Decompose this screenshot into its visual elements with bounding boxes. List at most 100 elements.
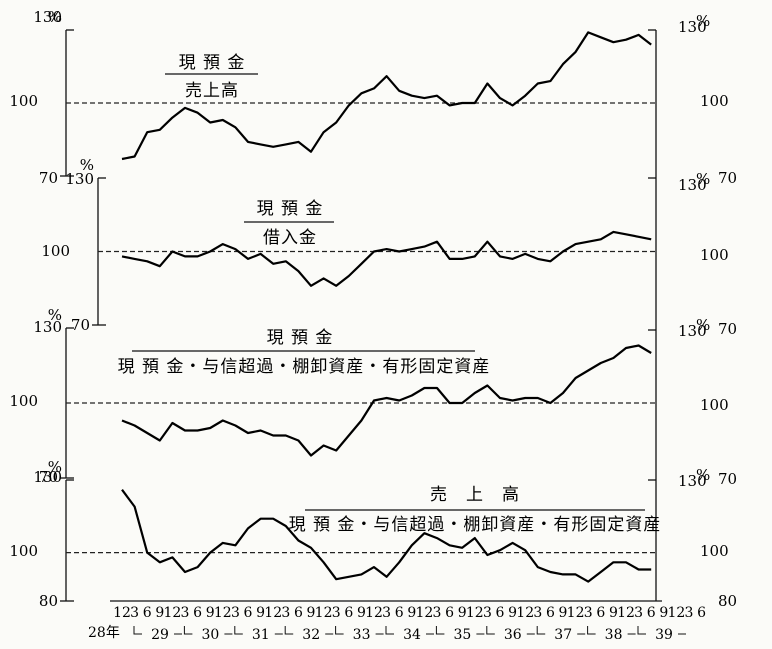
y-tick-label: 130 [33, 318, 62, 336]
x-tick-label: 3 [685, 605, 694, 621]
panel-title-denominator: 現 預 金・与信超過・棚卸資産・有形固定資産 [289, 515, 662, 535]
y-tick-label: 130 [33, 8, 62, 26]
x-tick-label: 3 [533, 605, 542, 621]
year-label: 30 [201, 627, 219, 643]
unit-label: % [48, 458, 62, 476]
series-line-p2 [121, 230, 652, 287]
x-tick-label: 6 [244, 605, 253, 621]
year-label: 36 [504, 627, 522, 643]
panel-title-denominator: 借入金 [263, 228, 317, 248]
y-tick-label: 70 [718, 320, 737, 338]
x-tick-label: 6 [496, 605, 505, 621]
x-tick-label: 9 [155, 605, 164, 621]
year-label: 32 [302, 627, 320, 643]
unit-label: % [48, 8, 62, 26]
year-label: 35 [453, 627, 471, 643]
x-tick-label: 3 [584, 605, 593, 621]
y-tick-label: 130 [678, 322, 707, 340]
y-tick-label: 100 [700, 396, 729, 414]
x-tick-label: 9 [458, 605, 467, 621]
y-tick-label: 100 [700, 542, 729, 560]
y-tick-label: 70 [39, 468, 58, 486]
year-label: 37 [554, 627, 572, 643]
series-line-p4 [121, 489, 652, 583]
x-tick-label: 6 [596, 605, 605, 621]
x-tick-label: 3 [433, 605, 442, 621]
x-tick-label: 12 [365, 605, 383, 621]
year-bracket [234, 626, 243, 635]
x-tick-label: 6 [193, 605, 202, 621]
x-tick-label: 6 [395, 605, 404, 621]
x-tick-label: 3 [181, 605, 190, 621]
x-tick-label: 6 [697, 605, 706, 621]
year-bracket [637, 626, 646, 635]
x-tick-label: 3 [281, 605, 290, 621]
year-label: 39 [655, 627, 673, 643]
y-tick-label: 100 [700, 92, 729, 110]
unit-label: % [696, 316, 710, 334]
panel-title-numerator: 売 上 高 [430, 485, 520, 505]
year-bracket [133, 626, 142, 635]
panel-title-numerator: 現 預 金 [179, 53, 246, 73]
x-tick-label: 3 [332, 605, 341, 621]
y-tick-label: 80 [718, 592, 737, 610]
year-bracket [385, 626, 394, 635]
x-tick-label: 9 [659, 605, 668, 621]
y-tick-label: 130 [678, 176, 707, 194]
year-label: 33 [353, 627, 371, 643]
x-tick-label: 12 [567, 605, 585, 621]
x-tick-label: 12 [617, 605, 635, 621]
unit-label: % [80, 156, 94, 174]
year-label: 38 [605, 627, 623, 643]
x-tick-label: 6 [546, 605, 555, 621]
y-tick-label: 70 [718, 169, 737, 187]
x-tick-label: 6 [344, 605, 353, 621]
panel-title-numerator: 現 預 金 [267, 328, 334, 348]
year-bracket [183, 626, 193, 635]
year-label: 34 [403, 627, 421, 643]
year-bracket [284, 626, 294, 635]
x-tick-label: 9 [256, 605, 265, 621]
year-bracket [587, 626, 596, 635]
y-tick-label: 100 [41, 242, 70, 260]
y-tick-label: 100 [9, 92, 38, 110]
x-tick-label: 12 [667, 605, 685, 621]
x-tick-label: 12 [415, 605, 433, 621]
x-tick-label: 12 [466, 605, 484, 621]
x-tick-label: 3 [130, 605, 139, 621]
x-tick-label: 9 [307, 605, 316, 621]
panel-title-denominator: 売上高 [185, 81, 239, 101]
x-tick-label: 3 [483, 605, 492, 621]
y-tick-label: 100 [700, 246, 729, 264]
x-tick-label: 12 [264, 605, 282, 621]
x-tick-label: 9 [508, 605, 517, 621]
x-tick-label: 6 [294, 605, 303, 621]
panel-title-denominator: 現 預 金・与信超過・棚卸資産・有形固定資産 [118, 357, 491, 377]
y-tick-label: 70 [39, 169, 58, 187]
x-tick-label: 9 [407, 605, 416, 621]
x-tick-label: 9 [559, 605, 568, 621]
y-tick-label: 130 [33, 468, 62, 486]
x-tick-label: 12 [516, 605, 534, 621]
y-tick-label: 80 [39, 592, 58, 610]
year-label: 31 [252, 627, 270, 643]
year-bracket [435, 626, 445, 635]
year-bracket [536, 626, 546, 635]
y-tick-label: 70 [718, 470, 737, 488]
year-label: 29 [151, 627, 169, 643]
y-tick-label: 130 [678, 472, 707, 490]
unit-label: % [48, 306, 62, 324]
x-tick-label: 12 [315, 605, 333, 621]
y-tick-label: 130 [678, 18, 707, 36]
x-tick-label: 3 [231, 605, 240, 621]
x-tick-label: 3 [382, 605, 391, 621]
x-tick-label: 9 [206, 605, 215, 621]
x-tick-label: 9 [609, 605, 618, 621]
x-tick-label: 6 [143, 605, 152, 621]
unit-label: % [696, 170, 710, 188]
y-tick-label: 130 [65, 170, 94, 188]
panel-title-numerator: 現 預 金 [257, 199, 324, 219]
x-tick-label: 12 [214, 605, 232, 621]
x-tick-label: 12 [163, 605, 181, 621]
